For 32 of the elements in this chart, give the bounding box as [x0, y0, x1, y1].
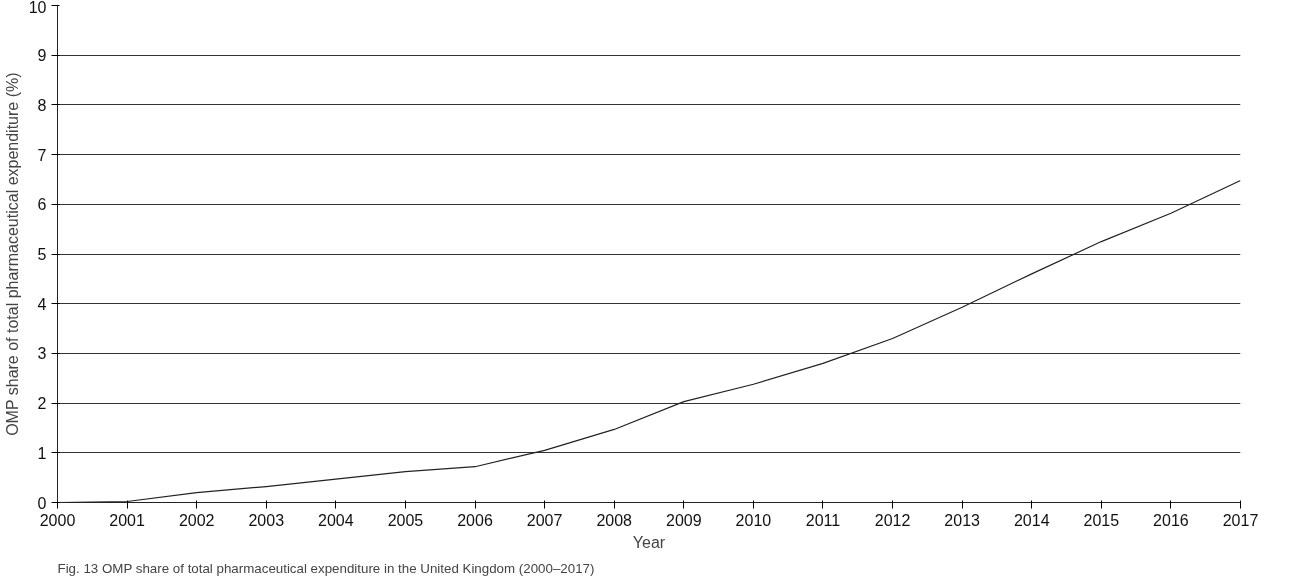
x-tick-label: 2000: [39, 511, 76, 529]
x-tick-label: 2013: [944, 511, 981, 529]
y-tick-label: 9: [37, 47, 47, 65]
y-tick-label: 8: [37, 96, 47, 114]
y-tick-label: 2: [37, 395, 47, 413]
y-tick-label: 5: [37, 246, 47, 263]
x-tick-label: 2006: [457, 511, 493, 529]
x-axis-title: Year: [632, 533, 666, 551]
x-tick-label: 2003: [248, 511, 285, 529]
y-tick-label: 0: [37, 494, 47, 512]
x-tick-label: 2008: [596, 511, 633, 529]
y-tick-label: 10: [28, 0, 47, 16]
x-tick-label: 2016: [1153, 511, 1189, 529]
x-tick-label: 2007: [526, 511, 563, 529]
y-tick-label: 6: [37, 196, 47, 214]
x-tick-label: 2010: [735, 511, 772, 529]
y-tick-label: 3: [37, 345, 47, 363]
y-axis-title: OMP share of total pharmaceutical expenditure (%): [3, 72, 21, 436]
x-tick-label: 2004: [318, 511, 354, 529]
x-tick-label: 2015: [1083, 511, 1120, 529]
x-tick-label: 2012: [874, 511, 911, 529]
x-tick-label: 2001: [109, 511, 145, 529]
y-tick-label: 4: [37, 295, 47, 313]
x-tick-label: 2011: [805, 511, 841, 529]
x-tick-label: 2014: [1013, 511, 1050, 529]
x-tick-label: 2002: [178, 511, 215, 529]
x-tick-label: 2017: [1222, 511, 1259, 529]
caption: Fig. 13 OMP share of total pharmaceutical expenditure in the United Kingdom (2000–2017): [57, 560, 595, 576]
y-tick-label: 7: [37, 146, 47, 164]
x-tick-label: 2009: [666, 511, 702, 529]
x-tick-label: 2005: [387, 511, 424, 529]
y-tick-label: 1: [37, 444, 47, 462]
